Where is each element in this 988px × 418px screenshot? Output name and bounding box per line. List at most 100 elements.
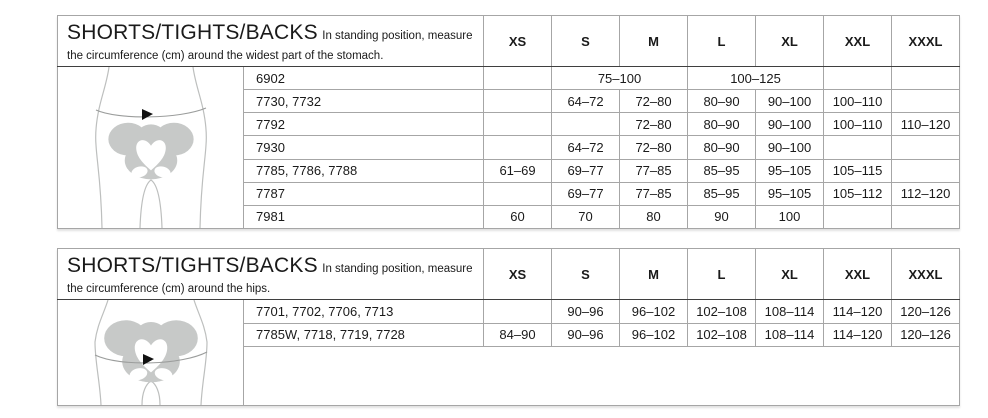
- size-cell-xl: 95–105: [755, 158, 825, 183]
- measure-arrow-icon: [143, 354, 154, 365]
- empty-filler-cell: [243, 346, 960, 406]
- size-cell-m: 72–80: [619, 135, 689, 160]
- table-title: SHORTS/TIGHTS/BACKS: [67, 21, 318, 44]
- size-cell-l: 85–95: [687, 181, 757, 206]
- size-cell-xxxl: 120–126: [891, 299, 960, 324]
- size-cell-xs: 61–69: [483, 158, 553, 183]
- size-cell-xl: 90–100: [755, 89, 825, 114]
- size-cell-s: 69–77: [551, 158, 621, 183]
- size-cell-xxxl: [891, 65, 961, 91]
- size-cell-xl: 108–114: [755, 299, 824, 324]
- size-cell-xxl: 105–112: [823, 181, 893, 206]
- size-cell-s: 90–96: [551, 299, 620, 324]
- size-header-s: S: [551, 15, 621, 67]
- size-cell-xs: 84–90: [483, 322, 552, 348]
- size-cell-xxxl: [891, 89, 961, 114]
- table-row: 7730, 7732 64–72 72–80 80–90 90–100 100–…: [58, 89, 961, 114]
- size-cell-xxxl: 112–120: [891, 181, 961, 206]
- table-row: 7785, 7786, 7788 61–69 69–77 77–85 85–95…: [58, 158, 961, 183]
- size-cell-xxl: [823, 65, 893, 91]
- size-cell-xxxl: 120–126: [891, 322, 960, 348]
- size-cell-xs: [483, 112, 553, 137]
- hips-measurement-illustration: [57, 299, 244, 406]
- size-header-xs: XS: [483, 15, 553, 67]
- size-header-s: S: [551, 248, 620, 300]
- size-cell-m: 96–102: [619, 299, 688, 324]
- size-cell-s: 70: [551, 204, 621, 230]
- size-cell-m: 77–85: [619, 181, 689, 206]
- size-cell-xl: 100: [755, 204, 825, 230]
- size-cell-s: 90–96: [551, 322, 620, 348]
- size-cell-l: 80–90: [687, 112, 757, 137]
- measure-arrow-icon: [142, 109, 153, 120]
- model-numbers: 7787: [242, 181, 485, 206]
- size-cell-xxl: 114–120: [823, 322, 892, 348]
- table-title: SHORTS/TIGHTS/BACKS: [67, 254, 318, 277]
- size-cell-xxxl: [891, 135, 961, 160]
- table-row: 6902 75–100 100–125: [57, 65, 961, 229]
- size-header-xxl: XXL: [823, 15, 893, 67]
- table-subtitle: In standing position, measure the circum…: [67, 263, 473, 295]
- size-cell-xxxl: 110–120: [891, 112, 961, 137]
- size-cell-m: 80: [619, 204, 689, 230]
- table-title-cell: SHORTS/TIGHTS/BACKS In standing position…: [57, 248, 484, 300]
- size-cell-l: 102–108: [687, 299, 756, 324]
- size-cell-xs: [483, 65, 553, 91]
- size-header-m: M: [619, 248, 688, 300]
- model-numbers: 6902: [242, 65, 485, 91]
- size-cell-l: 102–108: [687, 322, 756, 348]
- size-cell-xxl: 100–110: [823, 112, 893, 137]
- size-cell-l: 90: [687, 204, 757, 230]
- size-cell-s: [551, 112, 621, 137]
- table-row: 7701, 7702, 7706, 7713 90–96 96–102 102–…: [57, 299, 960, 406]
- size-cell-xs: 60: [483, 204, 553, 230]
- stomach-size-table: SHORTS/TIGHTS/BACKS In standing position…: [56, 15, 961, 230]
- size-cell-xs: [483, 135, 553, 160]
- size-cell-m: 77–85: [619, 158, 689, 183]
- size-cell-xl: 95–105: [755, 181, 825, 206]
- size-cell-xl: 90–100: [755, 135, 825, 160]
- model-numbers: 7785W, 7718, 7719, 7728: [243, 322, 484, 348]
- model-numbers: 7701, 7702, 7706, 7713: [243, 299, 484, 324]
- size-cell-xs: [483, 89, 553, 114]
- size-header-l: L: [687, 15, 757, 67]
- size-cell-xxxl: [891, 204, 961, 230]
- table-title-cell: SHORTS/TIGHTS/BACKS In standing position…: [56, 15, 485, 67]
- model-numbers: 7730, 7732: [242, 89, 485, 114]
- size-cell-s: 64–72: [551, 89, 621, 114]
- size-header-xl: XL: [755, 15, 825, 67]
- table-row: 7792 72–80 80–90 90–100 100–110 110–120: [58, 112, 961, 137]
- size-cell-xl: 90–100: [755, 112, 825, 137]
- size-cell-xxl: 105–115: [823, 158, 893, 183]
- model-numbers: 7930: [242, 135, 485, 160]
- size-header-xl: XL: [755, 248, 824, 300]
- pelvis-stomach-diagram-icon: [95, 67, 207, 228]
- size-cell-l-xl: 100–125: [687, 65, 825, 91]
- size-cell-s-m: 75–100: [551, 65, 689, 91]
- size-header-xs: XS: [483, 248, 552, 300]
- size-cell-l: 85–95: [687, 158, 757, 183]
- size-cell-m: 72–80: [619, 112, 689, 137]
- table-row: 7981 60 70 80 90 100: [58, 204, 961, 230]
- model-numbers: 7792: [242, 112, 485, 137]
- model-numbers: 7981: [242, 204, 485, 230]
- table-row: [58, 346, 960, 406]
- table-row: 7787 69–77 77–85 85–95 95–105 105–112 11…: [58, 181, 961, 206]
- model-numbers: 7785, 7786, 7788: [242, 158, 485, 183]
- size-cell-xxl: [823, 135, 893, 160]
- table-subtitle: In standing position, measure the circum…: [67, 30, 473, 62]
- size-header-l: L: [687, 248, 756, 300]
- size-header-xxl: XXL: [823, 248, 892, 300]
- table-header-row: SHORTS/TIGHTS/BACKS In standing position…: [56, 15, 961, 67]
- size-cell-m: 96–102: [619, 322, 688, 348]
- size-cell-xxxl: [891, 158, 961, 183]
- size-cell-l: 80–90: [687, 89, 757, 114]
- size-cell-xs: [483, 181, 553, 206]
- size-header-m: M: [619, 15, 689, 67]
- stomach-measurement-illustration: [57, 66, 244, 229]
- table-header-row: SHORTS/TIGHTS/BACKS In standing position…: [57, 248, 960, 300]
- size-cell-m: 72–80: [619, 89, 689, 114]
- size-cell-l: 80–90: [687, 135, 757, 160]
- size-cell-xs: [483, 299, 552, 324]
- size-cell-s: 69–77: [551, 181, 621, 206]
